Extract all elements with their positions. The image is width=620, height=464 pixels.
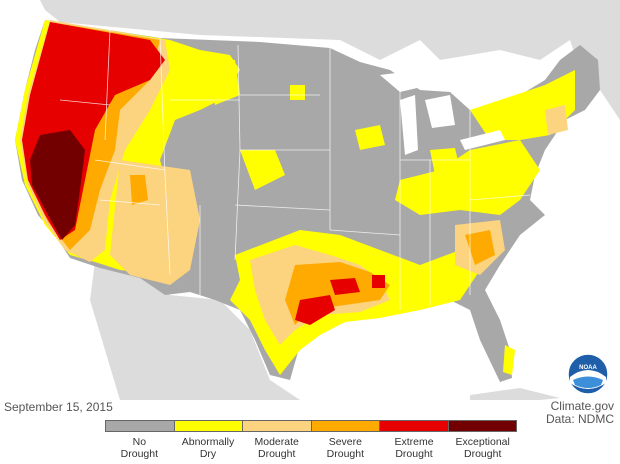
noaa-logo-text: NOAA: [579, 365, 597, 371]
map-date: September 15, 2015: [4, 400, 113, 414]
legend-label-no-drought: No Drought: [120, 436, 159, 460]
credit-data: Data: NDMC: [545, 412, 614, 426]
map-credit: Climate.gov Data: NDMC: [546, 400, 614, 426]
drought-map: [15, 0, 620, 400]
legend-swatch-severe-drought: [311, 421, 380, 431]
legend-label-moderate-drought: Moderate Drought: [254, 436, 299, 460]
legend-bar: [105, 420, 517, 432]
legend-swatch-abnormally-dry: [174, 421, 243, 431]
canada-land: [40, 0, 620, 120]
legend-swatch-moderate-drought: [243, 421, 312, 431]
exceptional-drought-areas: [30, 130, 85, 240]
legend-swatch-no-drought: [106, 421, 175, 431]
cuba-land: [470, 388, 560, 400]
great-lakes: [380, 70, 505, 155]
legend-label-extreme-drought: Extreme Drought: [394, 436, 434, 460]
legend-label-abnormally-dry: Abnormally Dry: [181, 436, 235, 460]
mexico-land: [90, 262, 300, 400]
legend-swatch-exceptional-drought: [448, 421, 516, 431]
legend-label-severe-drought: Severe Drought: [326, 436, 365, 460]
legend-label-exceptional-drought: Exceptional Drought: [455, 436, 510, 460]
noaa-logo: NOAA: [567, 353, 609, 395]
legend-labels: No Drought Abnormally Dry Moderate Drought …: [105, 436, 517, 460]
legend-swatch-extreme-drought: [380, 421, 449, 431]
credit-source: Climate.gov: [550, 399, 614, 413]
